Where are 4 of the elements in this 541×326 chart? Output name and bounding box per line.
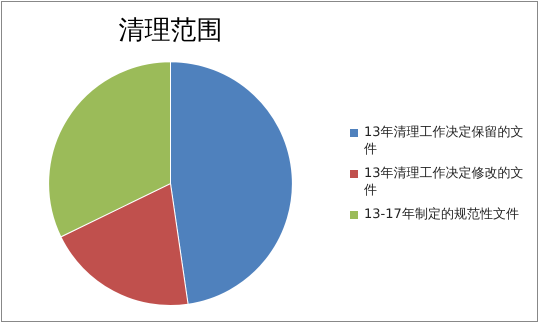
legend-label: 13年清理工作决定保留的文件 [364,124,525,158]
legend-label: 13-17年制定的规范性文件 [364,206,519,223]
legend-label: 13年清理工作决定修改的文件 [364,165,525,199]
chart-title: 清理范围 [118,15,222,44]
